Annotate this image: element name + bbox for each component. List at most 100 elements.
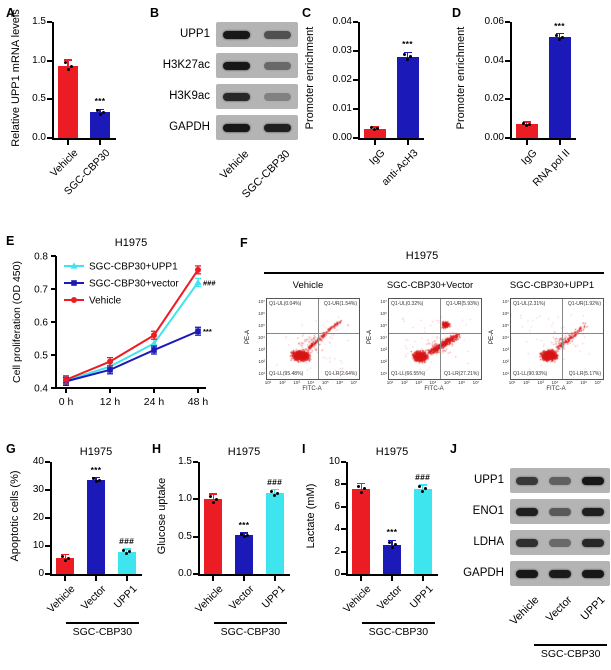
- x-tick-mark: [525, 140, 528, 145]
- data-point: [362, 487, 366, 491]
- flow-x-tick-label: 10¹: [508, 380, 516, 385]
- y-tick-label: 40: [32, 456, 44, 467]
- data-point: [63, 558, 67, 562]
- flow-y-axis-label: PE-A: [367, 330, 373, 345]
- error-cap-top: [240, 532, 248, 534]
- blot-band: [515, 569, 538, 578]
- blot-strip: [510, 561, 610, 586]
- data-point: [393, 543, 397, 547]
- marker-triangle: [194, 278, 202, 285]
- legend-label: SGC-CBP30+UPP1: [89, 262, 178, 273]
- blot-band: [222, 61, 251, 70]
- panel-A: A Relative UPP1 mRNA levels 0.0 0.5 1.0 1.5 V…: [6, 6, 148, 232]
- data-point: [128, 550, 132, 554]
- bar-upp1: [413, 488, 432, 574]
- data-point: [125, 551, 129, 555]
- y-tick-label: 0.8: [34, 252, 48, 263]
- blot-strip: [216, 115, 298, 140]
- chart-title: H1975: [79, 446, 113, 458]
- quad-ul-label: Q1-UL(0.04%): [269, 301, 302, 307]
- x-tick-mark: [212, 576, 215, 581]
- data-point: [242, 535, 246, 539]
- x-axis: [346, 574, 438, 576]
- x-tick-label: RNA pol II: [530, 147, 572, 189]
- y-tick-label: 10: [32, 540, 44, 551]
- error-cap-top: [122, 548, 131, 550]
- marker-circle: [71, 297, 77, 303]
- y-tick-mark: [505, 98, 510, 101]
- y-axis: [358, 22, 360, 140]
- title-underline: [264, 272, 604, 274]
- data-point: [528, 122, 531, 126]
- x-tick-mark: [373, 140, 376, 145]
- y-tick-mark: [341, 528, 346, 531]
- flow-y-tick-label: 10⁵: [380, 323, 387, 328]
- panel-letter-F: F: [240, 236, 248, 250]
- bar-vector: [383, 544, 401, 574]
- y-tick-mark: [341, 483, 346, 486]
- bar-vehicle: [58, 66, 78, 138]
- data-point: [424, 487, 428, 491]
- flow-x-tick-label: 10⁵: [443, 380, 451, 385]
- blot-row-label: GAPDH: [463, 567, 504, 579]
- x-axis: [52, 138, 116, 140]
- x-tick-mark: [95, 576, 97, 581]
- flow-y-tick-label: 10⁷: [380, 299, 387, 304]
- series-line-vehicle: [65, 269, 199, 381]
- error-bar: [95, 477, 97, 483]
- data-point: [63, 61, 67, 65]
- flow-y-tick-label: 10²: [258, 359, 265, 364]
- flow-y-tick-label: 10⁵: [258, 323, 265, 328]
- y-tick-label: 0.02: [484, 93, 504, 105]
- error-bar: [212, 494, 215, 505]
- significance-label: ***: [94, 96, 106, 107]
- quad-ll-label: Q1-LL(90.93%): [513, 371, 548, 377]
- y-tick-label: 20: [32, 512, 44, 523]
- flow-x-tick-label: 10⁷: [594, 380, 602, 385]
- bar-vehicle: [56, 558, 75, 574]
- data-point: [522, 121, 525, 125]
- blot-strip: [510, 530, 610, 555]
- y-tick-label: 0.01: [332, 103, 352, 114]
- error-cap-top: [522, 121, 531, 123]
- y-tick-mark: [193, 535, 198, 538]
- panel-G: G H1975 Apoptotic cells (%) 0 10 20 30 40 Vehic…: [6, 442, 150, 668]
- y-axis-label: Promoter enrichment: [304, 26, 316, 130]
- y-tick-mark: [341, 461, 346, 463]
- flow-y-tick-label: 10¹: [502, 371, 509, 376]
- scatter-dots: [389, 299, 479, 377]
- panel-letter-D: D: [452, 6, 462, 20]
- marker-circle: [63, 376, 69, 383]
- x-tick-mark: [99, 140, 101, 145]
- data-point: [91, 477, 95, 481]
- y-axis-label: Promoter enrichment: [455, 26, 467, 130]
- marker-triangle: [150, 339, 158, 347]
- x-axis: [198, 574, 290, 576]
- data-point: [122, 548, 126, 552]
- x-tick-label: 0 h: [59, 396, 74, 408]
- bar-vehicle: [352, 488, 371, 574]
- data-point: [418, 485, 422, 489]
- data-point: [94, 480, 98, 484]
- x-axis: [510, 138, 576, 140]
- blot-band: [515, 476, 538, 485]
- x-tick-mark: [421, 576, 424, 581]
- flow-y-tick-label: 10⁵: [502, 323, 509, 328]
- bar-vector: [87, 480, 105, 574]
- chart-title: H1975: [115, 237, 147, 249]
- group-label: SGC-CBP30: [72, 626, 133, 638]
- blot-row-label: UPP1: [179, 28, 210, 40]
- flow-x-tick-label: 10⁶: [580, 380, 588, 385]
- blot-strip: [216, 22, 298, 47]
- y-tick-label: 0: [334, 568, 340, 579]
- y-tick-label: 4: [334, 523, 340, 535]
- quadrant-hline: [511, 333, 603, 335]
- data-point: [373, 128, 376, 132]
- flow-plot: Q1-UL(2.31%) Q1-UR(1.92%) Q1-LL(90.93%) Q1-…: [510, 298, 604, 380]
- marker-square: [71, 280, 77, 286]
- error-bar: [360, 483, 363, 495]
- blot-band: [222, 92, 251, 101]
- blot-row-label: GAPDH: [169, 121, 210, 133]
- significance-label: ***: [386, 527, 398, 538]
- data-point: [95, 109, 99, 113]
